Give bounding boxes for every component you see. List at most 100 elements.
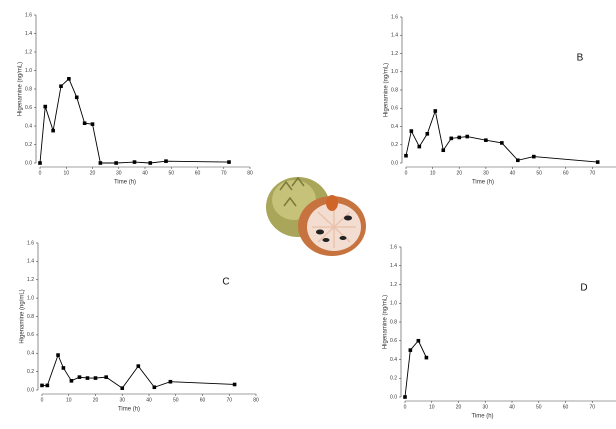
y-tick-label: 0.4	[27, 351, 34, 357]
y-axis-label: Higenamine (ng/mL)	[20, 289, 26, 343]
data-point	[40, 384, 44, 388]
data-point	[404, 154, 408, 158]
y-tick-label: 0.2	[391, 142, 398, 148]
x-tick-label: 30	[119, 397, 125, 403]
x-tick-label: 10	[429, 404, 435, 410]
y-tick-label: 1.0	[391, 69, 398, 75]
data-line	[42, 355, 235, 388]
x-tick-label: 70	[221, 170, 227, 176]
y-axis-label: Higenamine (ng/mL)	[384, 63, 390, 117]
x-tick-label: 50	[168, 170, 174, 176]
y-tick-label: 0.8	[391, 87, 398, 93]
data-point	[99, 161, 103, 165]
fruit-illustration	[266, 177, 366, 256]
data-point	[532, 155, 536, 159]
x-tick-label: 80	[253, 397, 259, 403]
data-point	[484, 138, 488, 142]
y-tick-label: 0.2	[27, 369, 34, 375]
y-tick-label: 1.0	[27, 295, 34, 301]
data-point	[43, 105, 47, 109]
data-point	[417, 339, 421, 343]
data-point	[70, 379, 74, 383]
data-point	[83, 121, 87, 125]
x-tick-label: 80	[247, 170, 253, 176]
data-point	[94, 376, 98, 380]
y-tick-label: 1.6	[391, 14, 398, 20]
data-point	[67, 77, 71, 81]
data-point	[133, 160, 137, 164]
y-tick-label: 0.8	[25, 86, 32, 92]
x-tick-label: 50	[173, 397, 179, 403]
x-axis-label: Time (h)	[118, 407, 140, 413]
data-point	[153, 385, 157, 389]
data-line	[40, 79, 229, 163]
y-tick-label: 1.4	[391, 33, 398, 39]
data-point	[433, 109, 437, 113]
x-tick-label: 20	[456, 404, 462, 410]
data-point	[51, 129, 55, 133]
data-point	[114, 161, 118, 165]
y-tick-label: 0.2	[390, 376, 397, 382]
data-point	[426, 132, 430, 136]
y-tick-label: 0.4	[25, 123, 32, 129]
y-tick-label: 0.4	[390, 357, 397, 363]
x-tick-label: 20	[90, 170, 96, 176]
y-tick-label: 1.4	[27, 259, 34, 265]
x-tick-label: 40	[510, 170, 516, 176]
x-tick-label: 30	[482, 404, 488, 410]
data-point	[596, 160, 600, 164]
y-tick-label: 0.6	[391, 106, 398, 112]
data-point	[500, 141, 504, 145]
data-point	[56, 353, 60, 357]
x-tick-label: 40	[146, 397, 152, 403]
y-tick-label: 0.4	[391, 124, 398, 130]
y-axis-label: Higenamine (ng/mL)	[383, 295, 389, 349]
data-point	[86, 376, 90, 380]
x-tick-label: 20	[456, 170, 462, 176]
data-point	[59, 84, 63, 88]
x-axis-label: Time (h)	[472, 180, 494, 186]
y-tick-label: 0.0	[25, 160, 32, 166]
x-tick-label: 70	[590, 170, 596, 176]
y-tick-label: 0.8	[390, 319, 397, 325]
x-tick-label: 10	[66, 397, 72, 403]
data-point	[137, 364, 141, 368]
data-line	[406, 111, 598, 162]
y-tick-label: 0.6	[27, 332, 34, 338]
y-tick-label: 1.2	[25, 49, 32, 55]
figure: 0.0 0.2 0.4 0.6 0.8 1.0 1.2 1.4 1.6 0 10 20 30 40 50 60…	[0, 0, 616, 429]
y-tick-label: 1.6	[390, 244, 397, 250]
y-tick-label: 0.8	[27, 314, 34, 320]
x-tick-label: 40	[142, 170, 148, 176]
y-axis-label: Higenamine (ng/mL)	[18, 62, 24, 116]
x-tick-label: 0	[41, 397, 44, 403]
y-tick-label: 0.0	[27, 387, 34, 393]
data-point	[104, 375, 108, 379]
data-point	[75, 96, 79, 100]
data-point	[91, 122, 95, 126]
y-tick-label: 0.0	[390, 394, 397, 400]
x-tick-label: 20	[93, 397, 99, 403]
x-tick-label: 70	[226, 397, 232, 403]
data-point	[465, 135, 469, 139]
data-point	[148, 161, 152, 165]
y-tick-label: 1.2	[27, 277, 34, 283]
y-tick-label: 1.2	[391, 51, 398, 57]
y-tick-label: 0.0	[391, 160, 398, 166]
x-tick-label: 30	[116, 170, 122, 176]
data-point	[449, 137, 453, 141]
y-tick-label: 1.0	[25, 68, 32, 74]
data-line	[405, 341, 426, 397]
y-tick-label: 0.6	[25, 105, 32, 111]
y-tick-label: 1.6	[27, 240, 34, 246]
data-point	[410, 129, 414, 133]
x-tick-label: 50	[536, 404, 542, 410]
data-point	[418, 145, 422, 149]
x-tick-label: 60	[195, 170, 201, 176]
y-tick-label: 0.2	[25, 142, 32, 148]
x-tick-label: 70	[589, 404, 595, 410]
panel-label: C	[222, 277, 229, 288]
data-point	[46, 384, 50, 388]
data-point	[233, 383, 237, 387]
